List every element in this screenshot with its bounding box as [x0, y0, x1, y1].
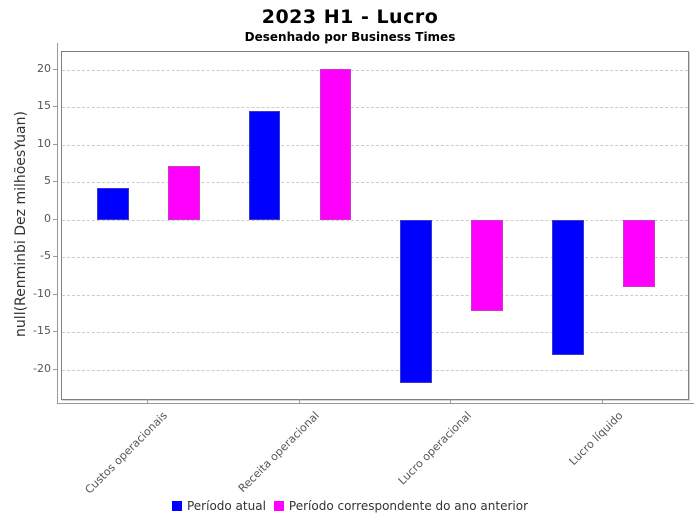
gridline [62, 257, 688, 259]
y-tick-label: 15 [37, 99, 51, 113]
legend-item-current: Período atual [171, 499, 266, 513]
bar-previous-0 [168, 165, 200, 220]
gridline [62, 107, 688, 109]
y-tick-mark [53, 143, 57, 145]
gridline [62, 294, 688, 296]
x-category-label: Receita operacional [235, 409, 322, 496]
y-tick-mark [53, 106, 57, 108]
y-tick-mark [53, 181, 57, 183]
bar-current-1 [248, 111, 281, 220]
bar-previous-1 [319, 69, 352, 220]
legend-label: Período atual [186, 499, 266, 513]
y-tick-label: 0 [44, 211, 51, 225]
gridline [62, 369, 688, 371]
y-tick-mark [53, 68, 57, 70]
x-category-label: Lucro líquido [566, 409, 626, 468]
y-tick-label: -10 [33, 286, 51, 300]
legend-swatch-icon [171, 501, 182, 511]
x-category-label: Custos operacionais [82, 409, 171, 497]
y-tick-label: 20 [37, 61, 51, 75]
legend: Período atual Período correspondente do a… [0, 499, 700, 513]
legend-swatch-icon [273, 501, 284, 511]
bar-previous-2 [471, 219, 503, 311]
gridline [62, 332, 688, 334]
y-tick-mark [53, 368, 57, 370]
y-tick-label: -5 [40, 249, 51, 263]
x-tick-mark [147, 399, 149, 403]
bar-previous-3 [623, 219, 655, 288]
x-tick-mark [450, 399, 452, 403]
gridline [62, 219, 688, 221]
x-tick-mark [602, 399, 604, 403]
x-axis-line [57, 403, 694, 404]
y-tick-label: -15 [33, 324, 51, 338]
bar-current-3 [552, 219, 584, 355]
gridline [62, 69, 688, 71]
y-tick-label: 5 [44, 174, 51, 188]
y-tick-mark [53, 218, 57, 220]
gridline [62, 144, 688, 146]
y-tick-mark [53, 293, 57, 295]
y-tick-label: -20 [33, 361, 51, 375]
y-tick-mark [53, 256, 57, 258]
x-tick-mark [298, 399, 300, 403]
plot-area [61, 51, 689, 400]
bar-current-0 [97, 188, 129, 220]
y-axis-line [57, 43, 58, 404]
y-tick-mark [53, 331, 57, 333]
chart-subtitle: Desenhado por Business Times [244, 30, 456, 44]
x-category-label: Lucro operacional [395, 409, 474, 488]
y-tick-label: 10 [37, 136, 51, 150]
bar-current-2 [400, 219, 432, 384]
gridline [62, 182, 688, 184]
legend-item-previous: Período correspondente do ano anterior [273, 499, 529, 513]
legend-label: Período correspondente do ano anterior [288, 499, 529, 513]
chart-title: 2023 H1 - Lucro [261, 6, 439, 28]
